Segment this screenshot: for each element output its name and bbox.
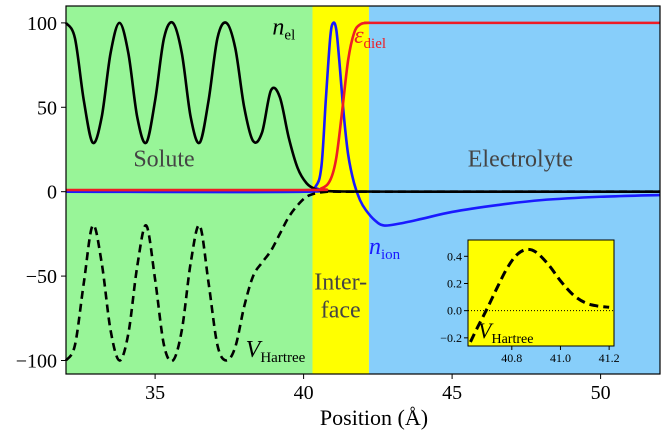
inset-y-tick-label-2: 0.2 [447,276,462,290]
labels-layer: Solute Inter-face Electrolyte nel εdiel nion V… [133,15,573,366]
inset-frame [467,239,615,347]
inset-series-label-v-hartree: VHartree [478,318,533,347]
y-tick-label-1: −50 [26,266,57,288]
series-n-ion-line [65,21,661,227]
region-label-0: Solute [133,146,194,172]
axes-layer: 35 40 45 50 −100 −50 0 50 100 [16,5,661,404]
x-tick-label-1: 40 [294,382,314,404]
plot-frame [65,5,661,375]
x-axis-label: Position (Å) [320,405,428,430]
x-tick-label-0: 35 [145,382,165,404]
x-tick-label-3: 50 [591,382,611,404]
inset-y-tick-label-0: −0.2 [440,331,462,345]
inset-v-hartree-line [469,247,610,343]
inset-y-tick-label-1: 0.0 [447,304,462,318]
y-tick-label-2: 0 [47,182,57,204]
region-label-1-line-1: face [321,298,361,324]
x-tick-label-2: 45 [442,382,462,404]
inset-x-tick-label-2: 41.2 [599,351,620,365]
series-label-v-hartree: VHartree [246,337,306,366]
y-tick-label-3: 50 [37,97,57,119]
region-label-2: Electrolyte [468,146,573,172]
series-n-el-line [64,20,660,193]
series-label-n-el: nel [272,15,295,44]
region-label-1-line-0: Inter- [314,270,367,296]
y-tick-label-0: −100 [16,350,57,372]
inset-y-tick-label-3: 0.4 [447,249,462,263]
inset-layer: 40.8 41.0 41.2 −0.2 0.0 0.2 0.4 VHartree [440,239,620,365]
series-label-eps-diel: εdiel [354,23,386,52]
y-tick-label-4: 100 [27,13,57,35]
inset-x-tick-label-0: 40.8 [501,351,522,365]
series-layer [64,20,661,363]
inset-x-tick-label-1: 41.0 [550,351,571,365]
series-label-n-ion: nion [369,234,401,263]
series-eps-diel-line [65,21,660,192]
